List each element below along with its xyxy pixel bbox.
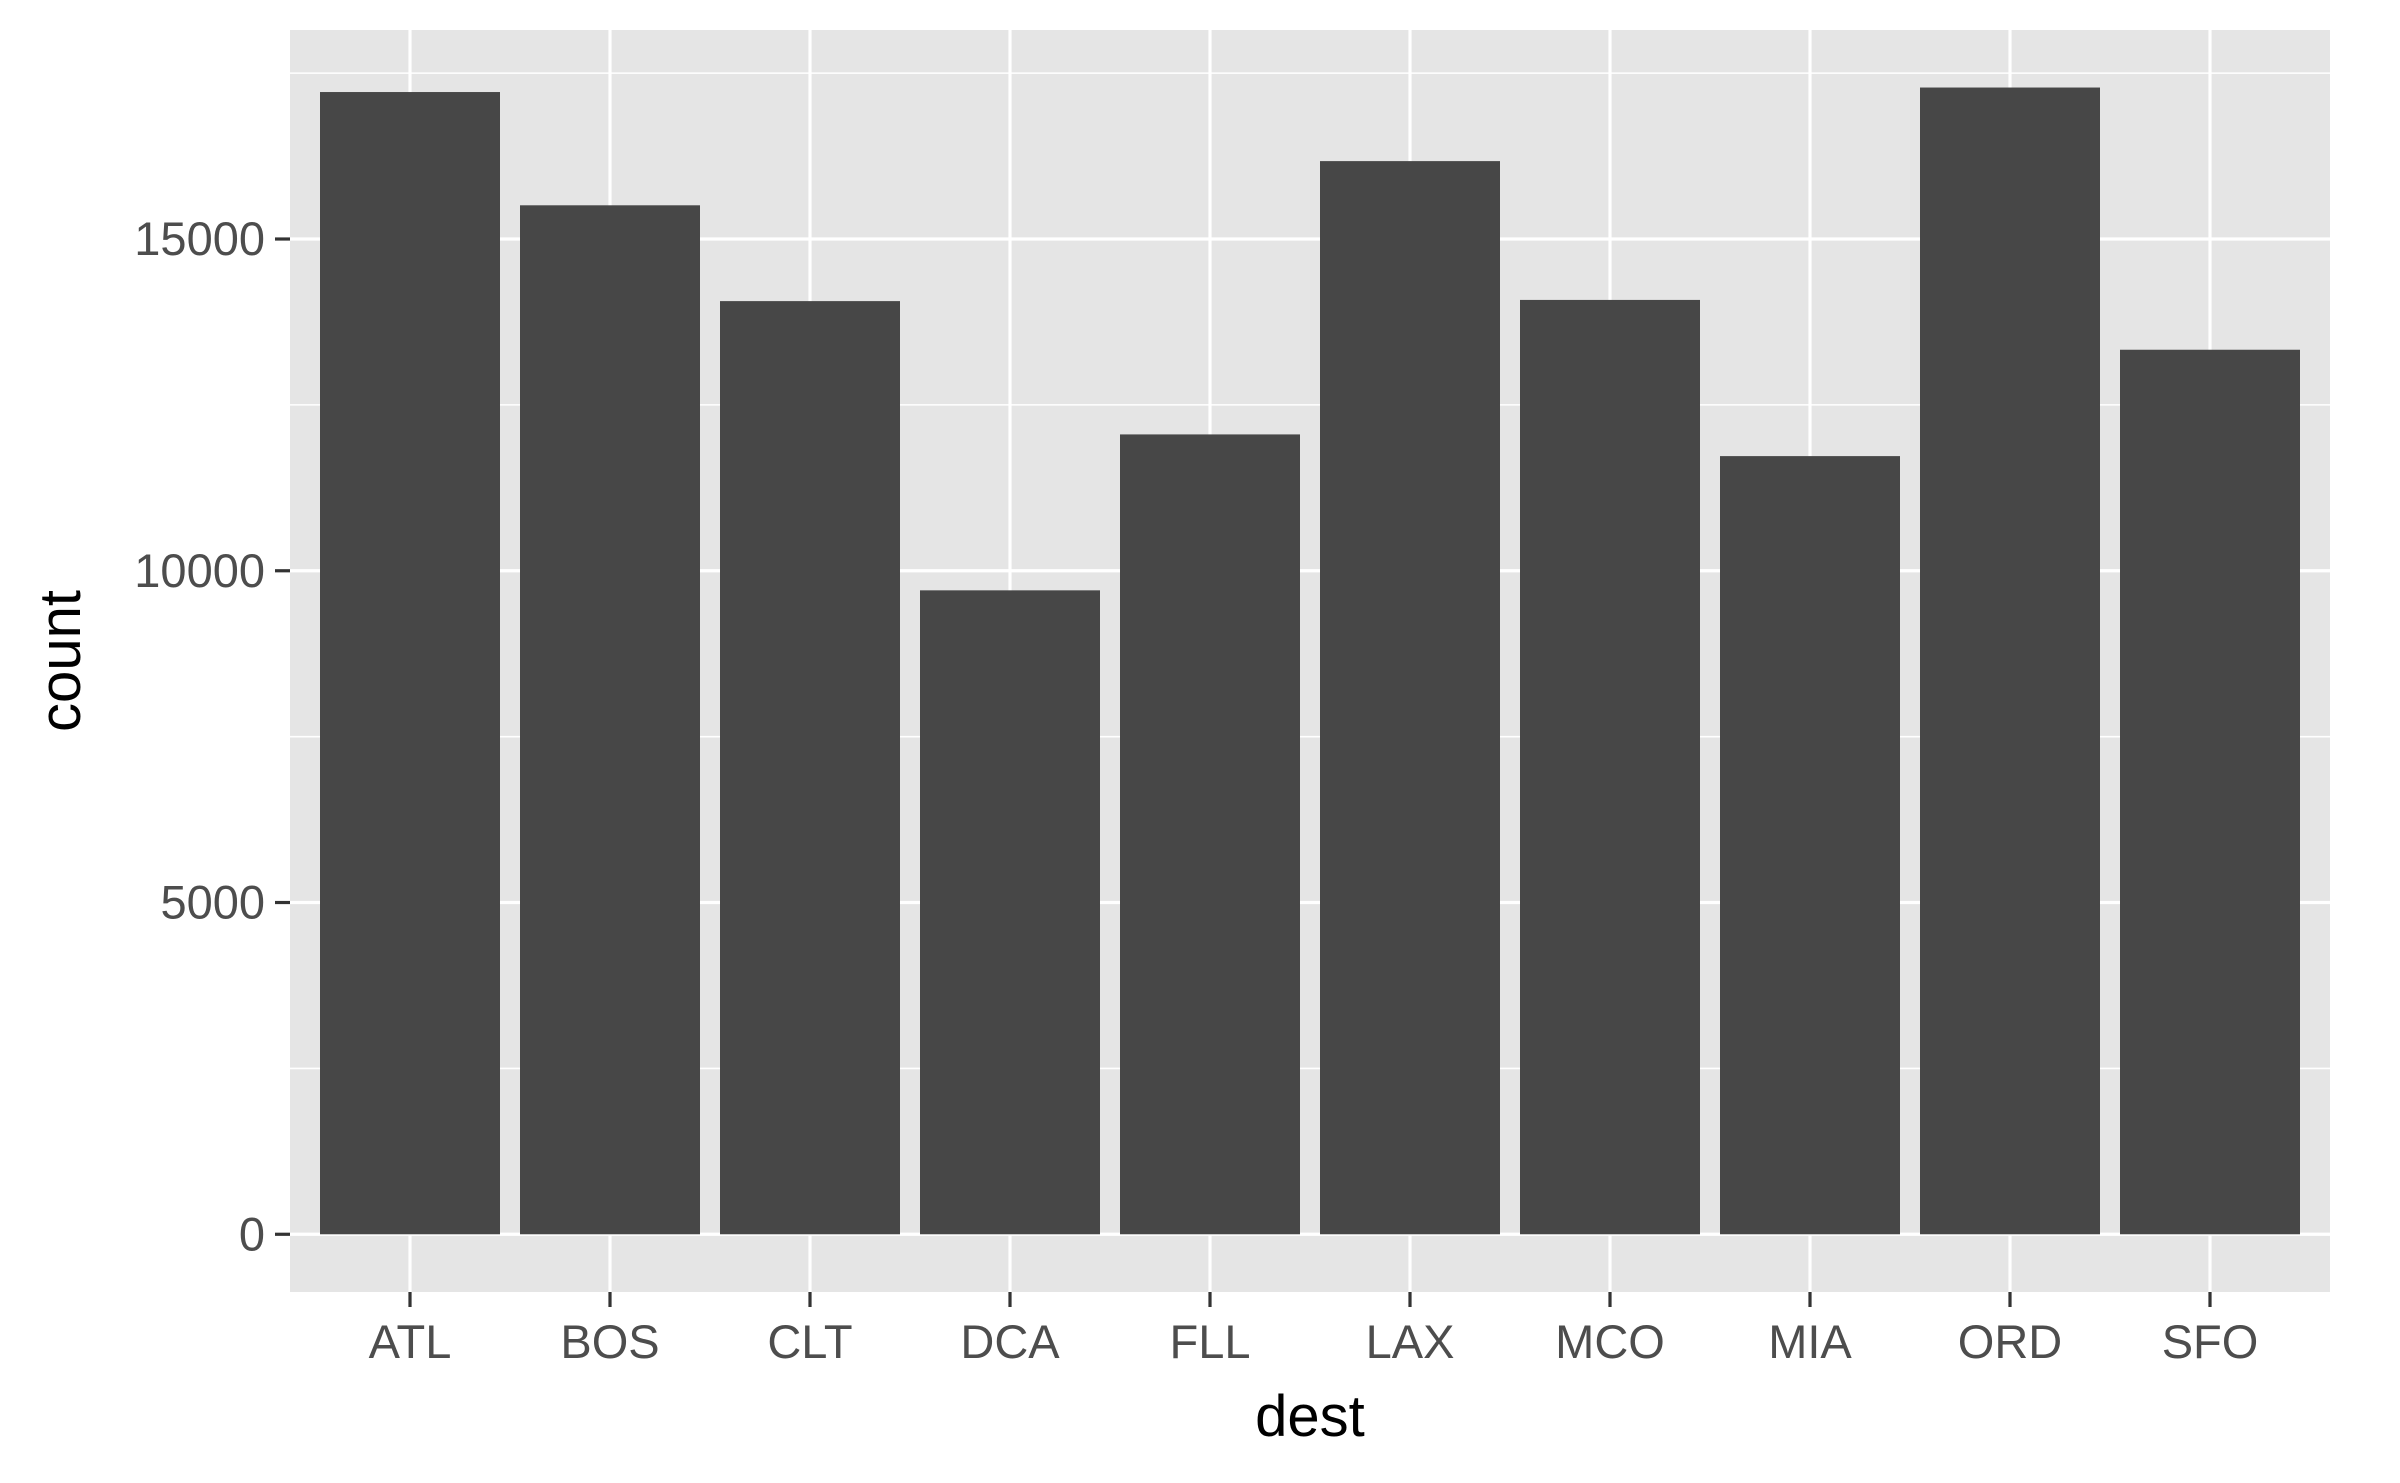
bar-lax bbox=[1320, 161, 1500, 1235]
bars bbox=[320, 87, 2300, 1235]
bar-mco bbox=[1520, 299, 1700, 1235]
y-tick-label: 15000 bbox=[134, 212, 265, 265]
bar-mia bbox=[1720, 456, 1900, 1235]
x-tick-label: ATL bbox=[369, 1315, 452, 1368]
y-tick-label: 5000 bbox=[160, 876, 265, 929]
bar-clt bbox=[720, 301, 900, 1235]
bar-ord bbox=[1920, 87, 2100, 1235]
x-tick-label: ORD bbox=[1958, 1315, 2062, 1368]
y-axis: 0 5000 10000 15000 bbox=[134, 212, 290, 1260]
bar-sfo bbox=[2120, 349, 2300, 1235]
x-tick-label: DCA bbox=[960, 1315, 1060, 1368]
x-tick-label: CLT bbox=[767, 1315, 852, 1368]
x-axis: ATL BOS CLT DCA FLL LAX MCO MIA ORD SFO bbox=[369, 1292, 2259, 1368]
y-tick-label: 0 bbox=[239, 1207, 265, 1260]
x-tick-label: LAX bbox=[1366, 1315, 1455, 1368]
x-tick-label: MIA bbox=[1768, 1315, 1852, 1368]
bar-dca bbox=[920, 590, 1100, 1235]
bar-atl bbox=[320, 92, 500, 1235]
x-tick-label: SFO bbox=[2162, 1315, 2259, 1368]
x-axis-title: dest bbox=[1255, 1384, 1365, 1449]
bar-fll bbox=[1120, 434, 1300, 1235]
x-tick-label: MCO bbox=[1555, 1315, 1665, 1368]
y-axis-title: count bbox=[28, 590, 93, 732]
y-tick-label: 10000 bbox=[134, 544, 265, 597]
x-tick-label: FLL bbox=[1170, 1315, 1251, 1368]
x-tick-label: BOS bbox=[560, 1315, 659, 1368]
bar-bos bbox=[520, 205, 700, 1235]
